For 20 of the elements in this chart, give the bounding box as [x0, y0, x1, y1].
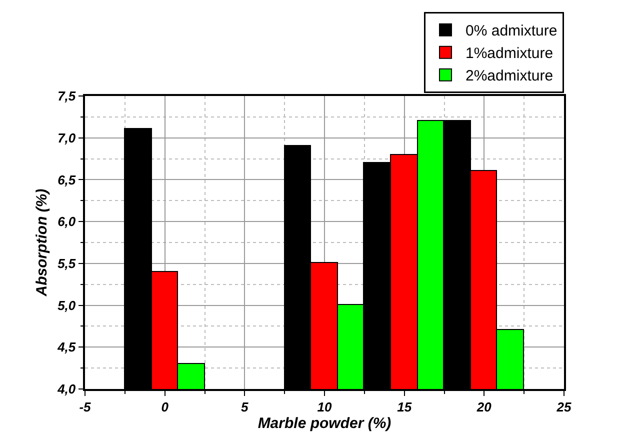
y-tick-label: 7,5 [58, 88, 76, 104]
x-tick-label: 5 [241, 399, 250, 414]
legend-label: 2%admixture [466, 68, 554, 85]
legend-label: 1%admixture [466, 45, 554, 62]
y-tick-label: 5,5 [58, 256, 76, 271]
y-tick-label: 7,0 [58, 130, 76, 146]
x-tick-label: 25 [556, 399, 572, 414]
y-tick-label: 5,0 [58, 298, 76, 313]
x-tick-label: 0 [161, 399, 170, 414]
y-axis-title: Absorption (%) [33, 188, 50, 298]
y-tick-label: 6,0 [58, 214, 76, 230]
x-tick-label: 20 [476, 399, 492, 414]
y-tick-label: 6,5 [58, 172, 76, 188]
x-tick-label: 15 [397, 399, 412, 414]
legend-label: 0% admixture [466, 22, 558, 40]
y-tick-label: 4,0 [56, 382, 76, 397]
x-axis-title: Marble powder (%) [258, 414, 392, 432]
x-tick-label: -5 [79, 399, 92, 414]
x-tick-label: 10 [317, 399, 332, 414]
y-tick-label: 4,5 [56, 340, 76, 355]
